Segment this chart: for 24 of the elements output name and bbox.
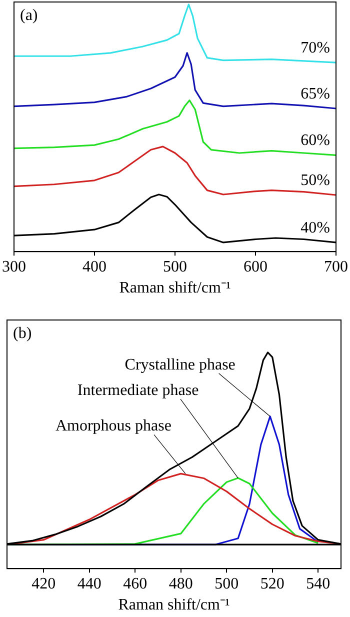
- series-label: 70%: [300, 40, 330, 57]
- x-tick-label: 300: [2, 258, 26, 276]
- annotation: Intermediate phase: [77, 382, 199, 400]
- series-label: 40%: [300, 219, 330, 236]
- annotation: Crystalline phase: [124, 356, 236, 374]
- x-tick-label: 440: [77, 575, 102, 592]
- chart-title: (b): [13, 325, 32, 342]
- x-tick-label: 520: [260, 575, 284, 592]
- x-tick-label: 460: [123, 575, 148, 592]
- chart-title: (a): [20, 7, 38, 24]
- x-tick-label: 400: [82, 258, 106, 276]
- x-axis-title: Raman shift/cm⁻¹: [119, 280, 231, 297]
- x-tick-label: 600: [244, 258, 268, 276]
- series-label: 50%: [300, 172, 330, 190]
- x-tick-label: 420: [32, 575, 56, 592]
- x-tick-label: 700: [324, 258, 348, 276]
- series-label: 60%: [300, 132, 330, 150]
- x-tick-label: 540: [306, 575, 330, 592]
- x-tick-label: 500: [163, 258, 187, 276]
- series-label: 65%: [300, 86, 330, 103]
- x-tick-label: 500: [214, 575, 239, 592]
- x-axis-title: Raman shift/cm⁻¹: [118, 596, 230, 614]
- annotation: Amorphous phase: [55, 418, 172, 435]
- x-tick-label: 480: [168, 575, 193, 592]
